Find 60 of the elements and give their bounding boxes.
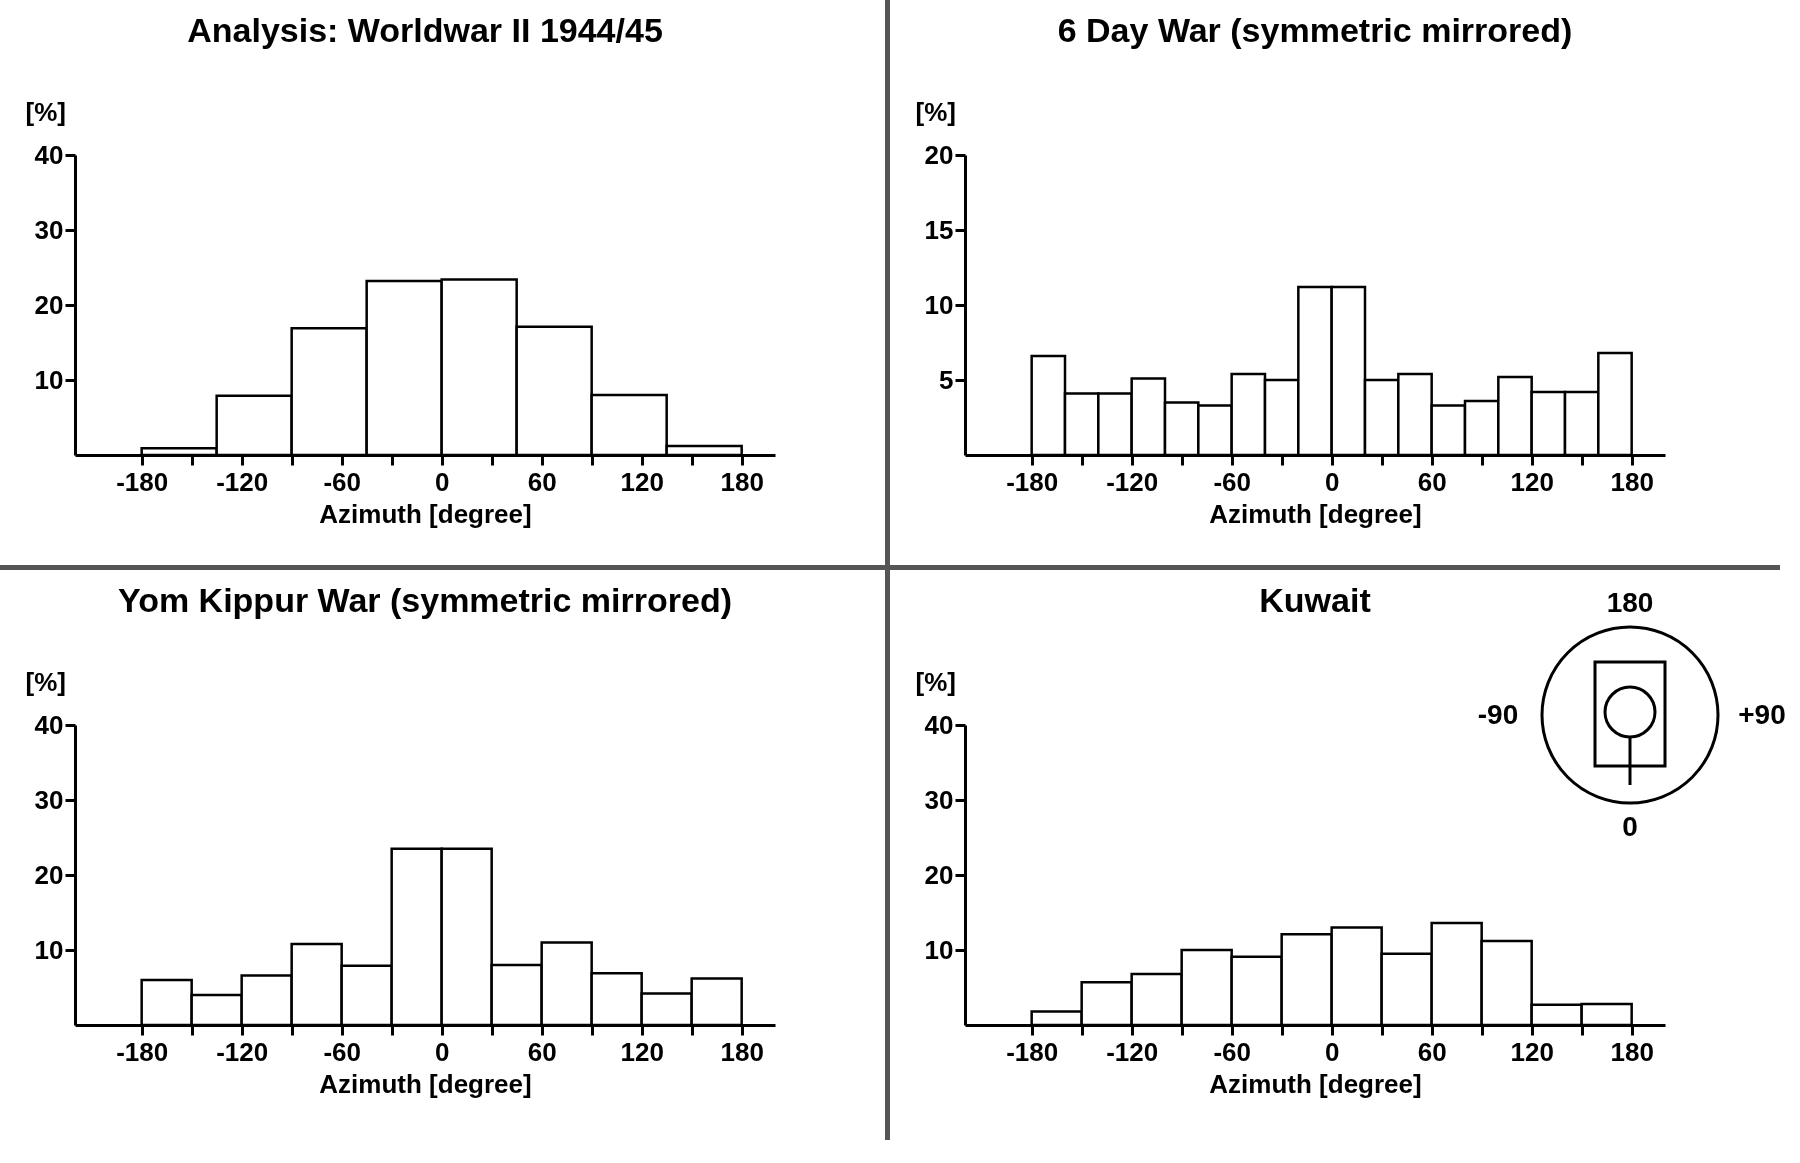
x-axis-title: Azimuth [degree] bbox=[319, 498, 532, 529]
chart-title: Kuwait bbox=[1259, 581, 1371, 619]
y-tick-label: 30 bbox=[924, 784, 954, 815]
y-tick-label: 30 bbox=[34, 784, 64, 815]
x-tick-label: -120 bbox=[216, 1036, 269, 1067]
x-tick-label: -120 bbox=[1106, 1036, 1159, 1067]
x-tick-label: 120 bbox=[620, 1036, 664, 1067]
x-tick-label: -120 bbox=[216, 466, 269, 497]
y-tick-label: 10 bbox=[34, 364, 64, 395]
y-tick-label: 40 bbox=[924, 709, 954, 740]
y-tick-label: 20 bbox=[924, 139, 954, 170]
x-tick-label: 120 bbox=[1510, 466, 1554, 497]
x-tick-label: 180 bbox=[1610, 1036, 1654, 1067]
x-tick-label: 60 bbox=[1417, 1036, 1447, 1067]
x-tick-label: 180 bbox=[720, 1036, 764, 1067]
x-tick-label: -60 bbox=[323, 1036, 361, 1067]
x-tick-label: 0 bbox=[434, 466, 450, 497]
annotation: 0 bbox=[1622, 811, 1638, 843]
text: +90 bbox=[1738, 699, 1786, 731]
y-axis-title: [%] bbox=[25, 666, 66, 697]
y-tick-label: 40 bbox=[34, 709, 64, 740]
x-tick-label: 60 bbox=[1417, 466, 1447, 497]
x-tick-label: 0 bbox=[1324, 466, 1340, 497]
x-tick-label: -180 bbox=[1006, 1036, 1059, 1067]
x-tick-label: -60 bbox=[1213, 1036, 1251, 1067]
x-tick-label: 0 bbox=[1324, 1036, 1340, 1067]
y-axis-title: [%] bbox=[25, 96, 66, 127]
y-axis-title: [%] bbox=[915, 96, 956, 127]
y-tick-label: 5 bbox=[939, 364, 954, 395]
y-tick-label: 30 bbox=[34, 214, 64, 245]
y-axis-title: [%] bbox=[915, 666, 956, 697]
y-tick-label: 20 bbox=[34, 859, 64, 890]
y-tick-label: 10 bbox=[924, 934, 954, 965]
x-tick-label: 60 bbox=[527, 1036, 557, 1067]
annotation: -90 bbox=[1477, 699, 1519, 731]
x-tick-label: -120 bbox=[1106, 466, 1159, 497]
x-axis-title: Azimuth [degree] bbox=[1209, 1068, 1422, 1099]
y-tick-label: 40 bbox=[34, 139, 64, 170]
chart-title: Analysis: Worldwar II 1944/45 bbox=[187, 11, 663, 49]
x-tick-label: 120 bbox=[1510, 1036, 1554, 1067]
y-tick-label: 15 bbox=[924, 214, 954, 245]
x-tick-label: -60 bbox=[1213, 466, 1251, 497]
y-tick-label: 20 bbox=[924, 859, 954, 890]
x-axis-title: Azimuth [degree] bbox=[319, 1068, 532, 1099]
x-tick-label: 180 bbox=[720, 466, 764, 497]
x-tick-label: 0 bbox=[434, 1036, 450, 1067]
x-tick-label: 180 bbox=[1610, 466, 1654, 497]
x-tick-label: -60 bbox=[323, 466, 361, 497]
y-tick-label: 10 bbox=[924, 289, 954, 320]
x-tick-label: -180 bbox=[116, 1036, 169, 1067]
x-axis-title: Azimuth [degree] bbox=[1209, 498, 1422, 529]
chart-title: Yom Kippur War (symmetric mirrored) bbox=[117, 581, 733, 619]
y-tick-label: 10 bbox=[34, 934, 64, 965]
x-tick-label: 120 bbox=[620, 466, 664, 497]
x-tick-label: -180 bbox=[1006, 466, 1059, 497]
x-tick-label: -180 bbox=[116, 466, 169, 497]
text: 180 bbox=[1606, 587, 1654, 619]
y-tick-label: 20 bbox=[34, 289, 64, 320]
x-tick-label: 60 bbox=[527, 466, 557, 497]
chart-title: 6 Day War (symmetric mirrored) bbox=[1057, 11, 1573, 49]
